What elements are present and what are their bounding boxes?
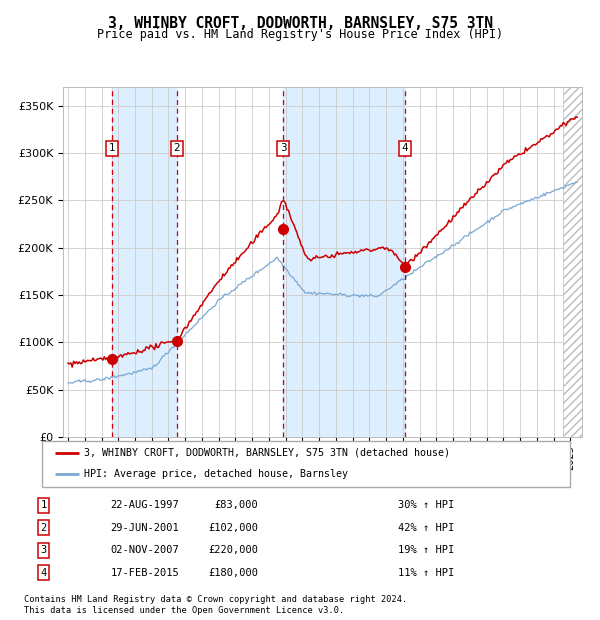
Text: 2: 2	[40, 523, 47, 533]
Text: 19% ↑ HPI: 19% ↑ HPI	[398, 545, 454, 555]
Text: 17-FEB-2015: 17-FEB-2015	[110, 568, 179, 578]
Text: Contains HM Land Registry data © Crown copyright and database right 2024.: Contains HM Land Registry data © Crown c…	[24, 595, 407, 604]
Bar	[112, 87, 176, 437]
Text: 42% ↑ HPI: 42% ↑ HPI	[398, 523, 454, 533]
Text: 1: 1	[40, 500, 47, 510]
Text: 30% ↑ HPI: 30% ↑ HPI	[398, 500, 454, 510]
Bar	[283, 87, 405, 437]
Text: 4: 4	[40, 568, 47, 578]
Text: HPI: Average price, detached house, Barnsley: HPI: Average price, detached house, Barn…	[84, 469, 348, 479]
Text: 3: 3	[40, 545, 47, 555]
Text: 11% ↑ HPI: 11% ↑ HPI	[398, 568, 454, 578]
Text: 22-AUG-1997: 22-AUG-1997	[110, 500, 179, 510]
Text: 4: 4	[402, 143, 409, 153]
Text: £220,000: £220,000	[208, 545, 259, 555]
Text: 3, WHINBY CROFT, DODWORTH, BARNSLEY, S75 3TN: 3, WHINBY CROFT, DODWORTH, BARNSLEY, S75…	[107, 16, 493, 30]
Text: 02-NOV-2007: 02-NOV-2007	[110, 545, 179, 555]
Text: 2: 2	[173, 143, 180, 153]
Text: 1: 1	[109, 143, 116, 153]
Text: 3: 3	[280, 143, 286, 153]
Text: 3, WHINBY CROFT, DODWORTH, BARNSLEY, S75 3TN (detached house): 3, WHINBY CROFT, DODWORTH, BARNSLEY, S75…	[84, 448, 450, 458]
Text: Price paid vs. HM Land Registry's House Price Index (HPI): Price paid vs. HM Land Registry's House …	[97, 28, 503, 41]
Text: This data is licensed under the Open Government Licence v3.0.: This data is licensed under the Open Gov…	[24, 606, 344, 615]
Text: 29-JUN-2001: 29-JUN-2001	[110, 523, 179, 533]
Text: £102,000: £102,000	[208, 523, 259, 533]
Text: £83,000: £83,000	[215, 500, 259, 510]
Text: £180,000: £180,000	[208, 568, 259, 578]
